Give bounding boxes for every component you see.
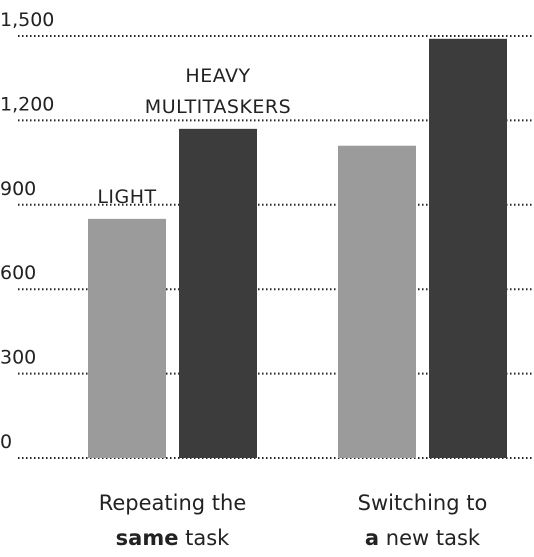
x-tick-line: task	[178, 526, 230, 550]
y-tick-label: 300	[0, 347, 36, 369]
y-tick-label: 1,500	[0, 9, 54, 31]
x-tick-label: Switching to a new task	[358, 491, 488, 550]
legend-line: LIGHT	[97, 186, 156, 208]
x-tick-line: new task	[379, 526, 481, 550]
bar	[338, 145, 416, 458]
legend-label: HEAVY MULTITASKERS	[145, 65, 291, 118]
y-tick-label: 600	[0, 262, 36, 284]
x-tick-line: a	[365, 526, 379, 550]
legend-line: HEAVY	[185, 65, 250, 87]
bar	[88, 218, 166, 458]
y-tick-label: 900	[0, 178, 36, 200]
bar	[179, 128, 257, 458]
x-tick-line: same	[116, 526, 179, 550]
bar	[429, 38, 507, 459]
y-tick-label: 0	[0, 431, 12, 453]
x-tick-line: Switching to	[358, 491, 488, 515]
x-tick-label: Repeating the same task	[99, 491, 247, 550]
x-tick-line: Repeating the	[99, 491, 247, 515]
legend-label: LIGHT	[97, 186, 156, 208]
y-tick-label: 1,200	[0, 93, 54, 115]
legend-line: MULTITASKERS	[145, 96, 291, 118]
